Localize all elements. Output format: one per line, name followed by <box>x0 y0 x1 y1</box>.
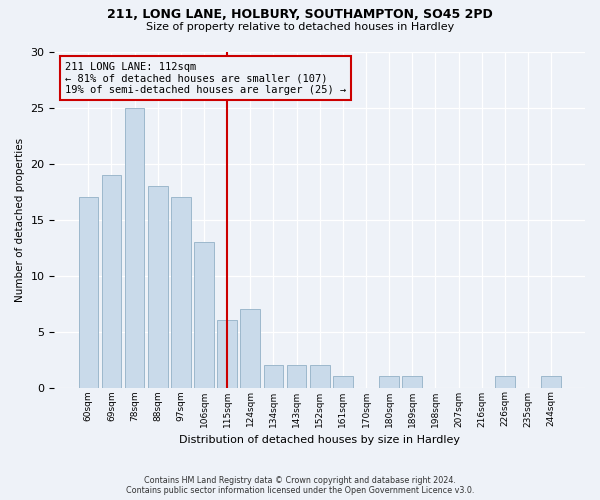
Bar <box>125 108 145 388</box>
Text: Contains HM Land Registry data © Crown copyright and database right 2024.
Contai: Contains HM Land Registry data © Crown c… <box>126 476 474 495</box>
Bar <box>79 197 98 388</box>
Bar <box>217 320 237 388</box>
Bar <box>148 186 167 388</box>
Bar <box>241 309 260 388</box>
Bar <box>403 376 422 388</box>
X-axis label: Distribution of detached houses by size in Hardley: Distribution of detached houses by size … <box>179 435 460 445</box>
Bar <box>194 242 214 388</box>
Bar <box>379 376 399 388</box>
Text: 211, LONG LANE, HOLBURY, SOUTHAMPTON, SO45 2PD: 211, LONG LANE, HOLBURY, SOUTHAMPTON, SO… <box>107 8 493 20</box>
Text: Size of property relative to detached houses in Hardley: Size of property relative to detached ho… <box>146 22 454 32</box>
Text: 211 LONG LANE: 112sqm
← 81% of detached houses are smaller (107)
19% of semi-det: 211 LONG LANE: 112sqm ← 81% of detached … <box>65 62 346 95</box>
Bar <box>263 365 283 388</box>
Bar <box>171 197 191 388</box>
Bar <box>333 376 353 388</box>
Y-axis label: Number of detached properties: Number of detached properties <box>15 138 25 302</box>
Bar <box>495 376 515 388</box>
Bar <box>310 365 329 388</box>
Bar <box>287 365 307 388</box>
Bar <box>541 376 561 388</box>
Bar <box>101 174 121 388</box>
